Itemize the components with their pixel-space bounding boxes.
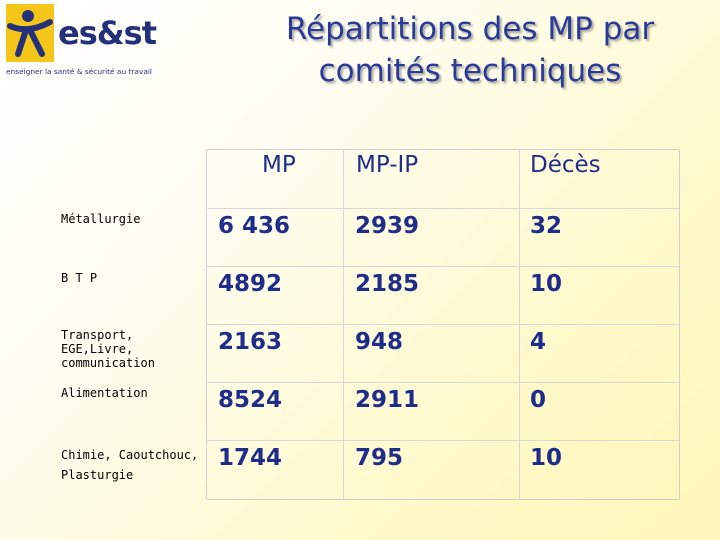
logo-icon [6,4,54,62]
header-mp-ip: MP-IP [356,152,419,178]
cell-mp-ip: 2911 [355,387,420,413]
cell-mp-ip: 948 [355,329,404,355]
cell-mp: 4892 [218,271,283,297]
header-mp: MP [262,152,296,178]
cell-mp-ip: 2185 [355,271,420,297]
cell-deces: 10 [530,271,563,297]
cell-mp: 6 436 [218,213,291,239]
row-divider [206,440,679,441]
cell-mp: 2163 [218,329,283,355]
header-deces: Décès [530,152,601,178]
cell-mp-ip: 2939 [355,213,420,239]
row-label-alimentation: Alimentation [61,386,148,400]
cell-deces: 4 [530,329,547,355]
row-divider [206,266,679,267]
cell-mp: 1744 [218,445,283,471]
row-label-metallurgie: Métallurgie [61,212,141,226]
cell-deces: 32 [530,213,563,239]
row-label-btp: B T P [61,271,98,285]
cell-deces: 10 [530,445,563,471]
cell-mp-ip: 795 [355,445,404,471]
cell-deces: 0 [530,387,547,413]
row-divider [206,382,679,383]
logo: es&st enseigner la santé & sécurité au t… [6,4,176,82]
row-label-chimie: Chimie, Caoutchouc, Plasturgie [61,448,199,482]
title-line-2: comités techniques [318,53,622,89]
page-title: Répartitions des MP par comités techniqu… [240,8,700,92]
row-divider [206,324,679,325]
cell-mp: 8524 [218,387,283,413]
logo-name: es&st [58,14,157,52]
logo-tagline: enseigner la santé & sécurité au travail [6,67,152,76]
row-divider [206,208,679,209]
row-label-transport: Transport, EGE,Livre, communication [61,328,155,370]
title-line-1: Répartitions des MP par [285,11,655,47]
